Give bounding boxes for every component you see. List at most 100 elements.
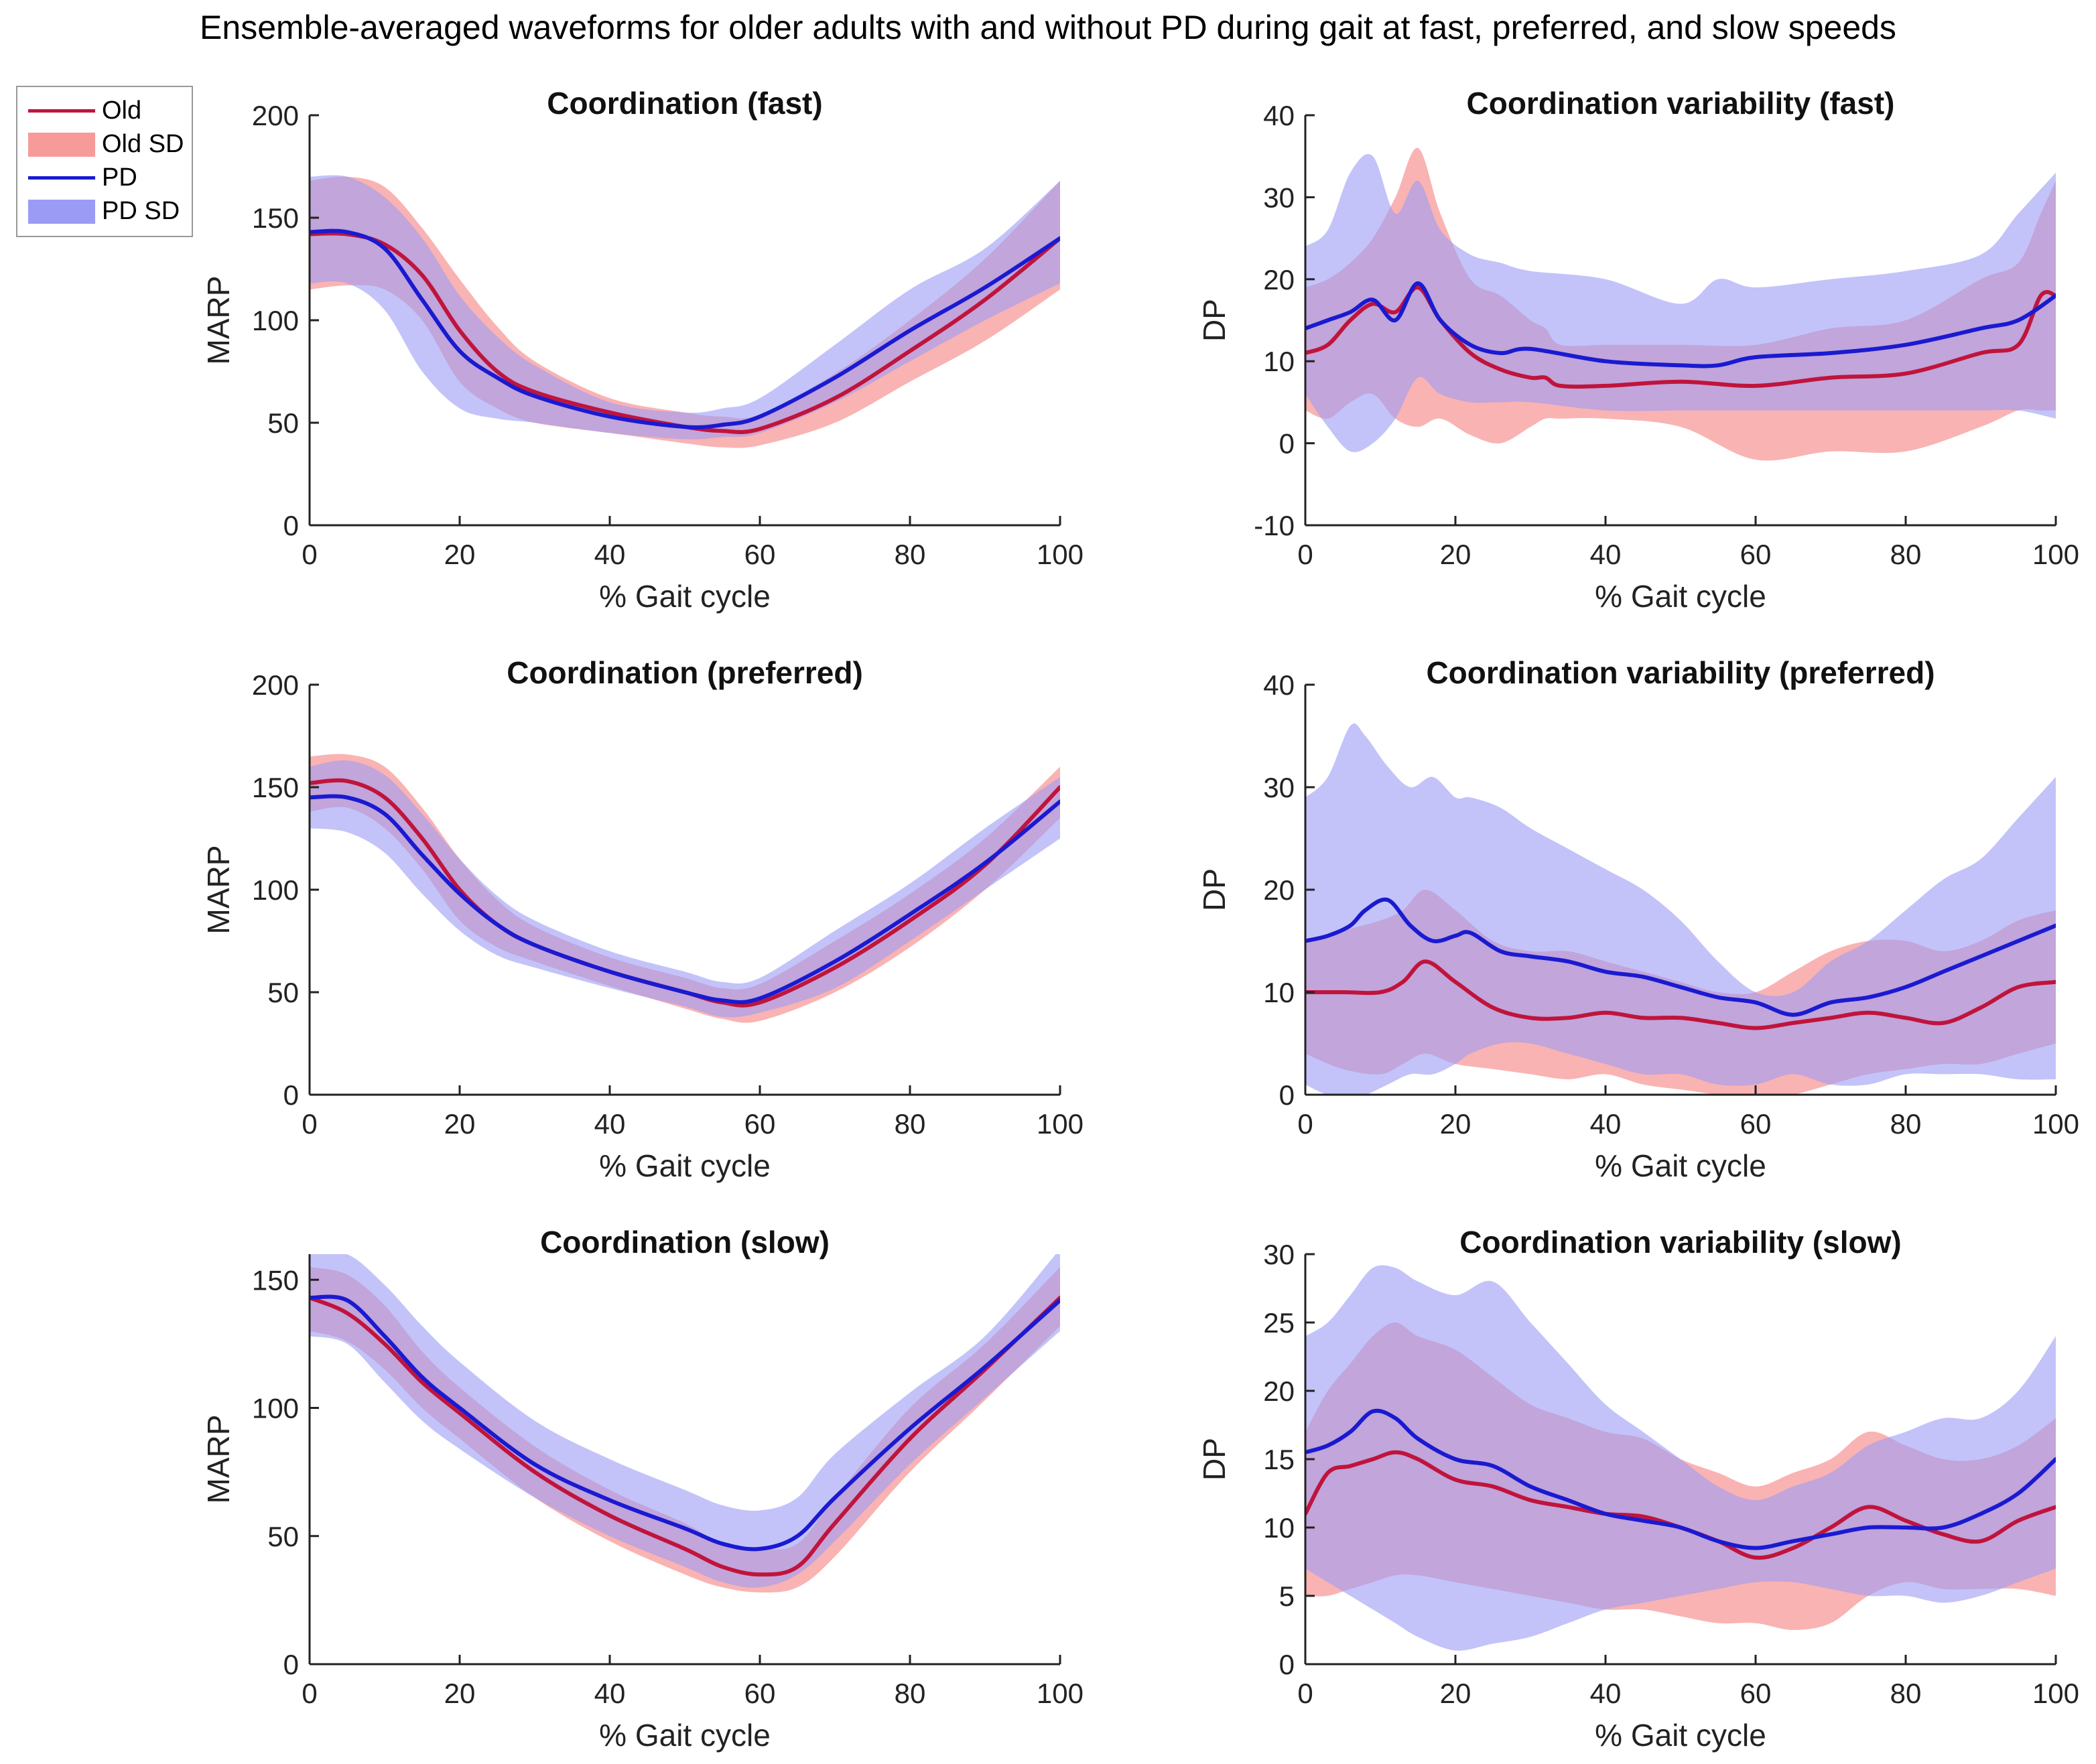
- legend-old-sd-label: Old SD: [102, 130, 184, 158]
- x-tick-label: 80: [1890, 539, 1922, 570]
- chart-plot-area-1: [1305, 147, 2056, 461]
- y-tick-label: 50: [267, 407, 299, 439]
- y-tick-label: 0: [283, 510, 299, 541]
- chart-title: Coordination variability (slow): [1459, 1225, 1901, 1260]
- legend-item-pd: PD: [17, 161, 192, 194]
- y-axis-label: MARP: [201, 1415, 236, 1504]
- mean-line-old-1: [1305, 285, 2056, 389]
- x-tick-label: 0: [1297, 1678, 1313, 1709]
- y-tick-label: 5: [1279, 1580, 1295, 1612]
- y-tick-label: 0: [1279, 1649, 1295, 1680]
- chart-panel-4: 0 20 40 60 80 100 0 50 100 150 Coordination (slow)…: [201, 1225, 1084, 1753]
- chart-plot-area-2: [310, 754, 1060, 1023]
- y-tick-label: 50: [267, 1521, 299, 1552]
- y-tick-label: 100: [252, 874, 299, 906]
- x-axis-label: % Gait cycle: [599, 1148, 771, 1183]
- y-tick-label: 100: [252, 305, 299, 336]
- legend-item-pd-sd: PD SD: [17, 194, 192, 228]
- y-tick-label: 100: [252, 1393, 299, 1424]
- y-tick-label: 20: [1263, 1375, 1295, 1407]
- x-tick-label: 60: [1740, 1678, 1772, 1709]
- y-tick-label: -10: [1254, 510, 1295, 541]
- x-tick-label: 100: [2032, 1108, 2079, 1140]
- y-tick-label: 0: [283, 1649, 299, 1680]
- legend-pd-label: PD: [102, 163, 137, 192]
- x-tick-label: 0: [302, 1108, 317, 1140]
- y-axis-label: MARP: [201, 276, 236, 365]
- legend: Old Old SD PD PD SD: [16, 86, 193, 237]
- legend-item-old: Old: [17, 94, 192, 127]
- y-tick-label: 0: [1279, 428, 1295, 460]
- y-tick-label: 40: [1263, 100, 1295, 131]
- x-tick-label: 40: [594, 539, 626, 570]
- y-tick-label: 40: [1263, 669, 1295, 701]
- mean-line-pd-0: [310, 228, 1060, 429]
- x-tick-label: 0: [1297, 539, 1313, 570]
- x-tick-label: 0: [302, 539, 317, 570]
- chart-plot-area-0: [310, 175, 1060, 448]
- y-tick-label: 30: [1263, 182, 1295, 213]
- y-tick-label: 15: [1263, 1444, 1295, 1475]
- x-tick-label: 80: [895, 539, 926, 570]
- legend-item-old-sd: Old SD: [17, 127, 192, 161]
- sd-band-pd-3: [1305, 723, 2056, 1095]
- y-axis-label: DP: [1197, 868, 1232, 911]
- y-tick-label: 20: [1263, 874, 1295, 906]
- chart-panel-3: 0 20 40 60 80 100 0 10 20 30 40 Coordination variab…: [1197, 655, 2079, 1183]
- x-tick-label: 20: [1440, 1108, 1471, 1140]
- x-tick-label: 100: [1037, 539, 1084, 570]
- x-axis-label: % Gait cycle: [1595, 579, 1766, 614]
- x-tick-label: 40: [1590, 1678, 1622, 1709]
- x-tick-label: 60: [744, 1678, 776, 1709]
- y-tick-label: 25: [1263, 1307, 1295, 1339]
- mean-line-pd-4: [310, 1294, 1060, 1552]
- legend-pd-sd-label: PD SD: [102, 197, 180, 225]
- chart-plot-area-3: [1305, 723, 2056, 1095]
- y-tick-label: 10: [1263, 977, 1295, 1008]
- y-axis-label: DP: [1197, 1438, 1232, 1481]
- x-tick-label: 40: [1590, 1108, 1622, 1140]
- x-tick-label: 40: [1590, 539, 1622, 570]
- chart-plot-area-4: [310, 1254, 1060, 1592]
- y-tick-label: 200: [252, 100, 299, 131]
- legend-old-swatch: [28, 109, 95, 113]
- chart-title: Coordination variability (fast): [1467, 86, 1895, 121]
- y-tick-label: 50: [267, 977, 299, 1008]
- chart-plot-area-5: [1305, 1265, 2056, 1651]
- x-axis-label: % Gait cycle: [599, 1718, 771, 1753]
- x-tick-label: 20: [1440, 539, 1471, 570]
- y-tick-label: 20: [1263, 264, 1295, 295]
- mean-line-old-5: [1305, 1450, 2056, 1560]
- x-tick-label: 60: [1740, 539, 1772, 570]
- sd-band-pd-5: [1305, 1265, 2056, 1651]
- x-tick-label: 100: [2032, 539, 2079, 570]
- x-tick-label: 80: [895, 1678, 926, 1709]
- chart-panel-5: 0 20 40 60 80 100 0 5 10 15 20 25 30 Coordination var…: [1197, 1225, 2079, 1753]
- x-tick-label: 100: [2032, 1678, 2079, 1709]
- y-tick-label: 30: [1263, 1239, 1295, 1270]
- x-tick-label: 80: [895, 1108, 926, 1140]
- y-tick-label: 150: [252, 772, 299, 803]
- x-tick-label: 40: [594, 1108, 626, 1140]
- y-tick-label: 30: [1263, 772, 1295, 803]
- mean-line-old-3: [1305, 959, 2056, 1030]
- sd-band-old-4: [310, 1267, 1060, 1592]
- x-axis-label: % Gait cycle: [1595, 1718, 1766, 1753]
- x-tick-label: 60: [1740, 1108, 1772, 1140]
- y-tick-label: 150: [252, 1264, 299, 1296]
- chart-panel-0: 0 20 40 60 80 100 0 50 100 150 200 Coordination (fa…: [201, 86, 1084, 614]
- x-tick-label: 20: [1440, 1678, 1471, 1709]
- x-tick-label: 60: [744, 1108, 776, 1140]
- x-tick-label: 80: [1890, 1108, 1922, 1140]
- x-tick-label: 40: [594, 1678, 626, 1709]
- mean-line-old-0: [310, 231, 1060, 434]
- figure-title: Ensemble-averaged waveforms for older ad…: [200, 9, 1896, 46]
- x-tick-label: 20: [444, 1108, 476, 1140]
- chart-title: Coordination (fast): [547, 86, 822, 121]
- x-tick-label: 100: [1037, 1678, 1084, 1709]
- y-tick-label: 10: [1263, 346, 1295, 377]
- legend-pd-swatch: [28, 176, 95, 180]
- mean-line-pd-5: [1305, 1408, 2056, 1550]
